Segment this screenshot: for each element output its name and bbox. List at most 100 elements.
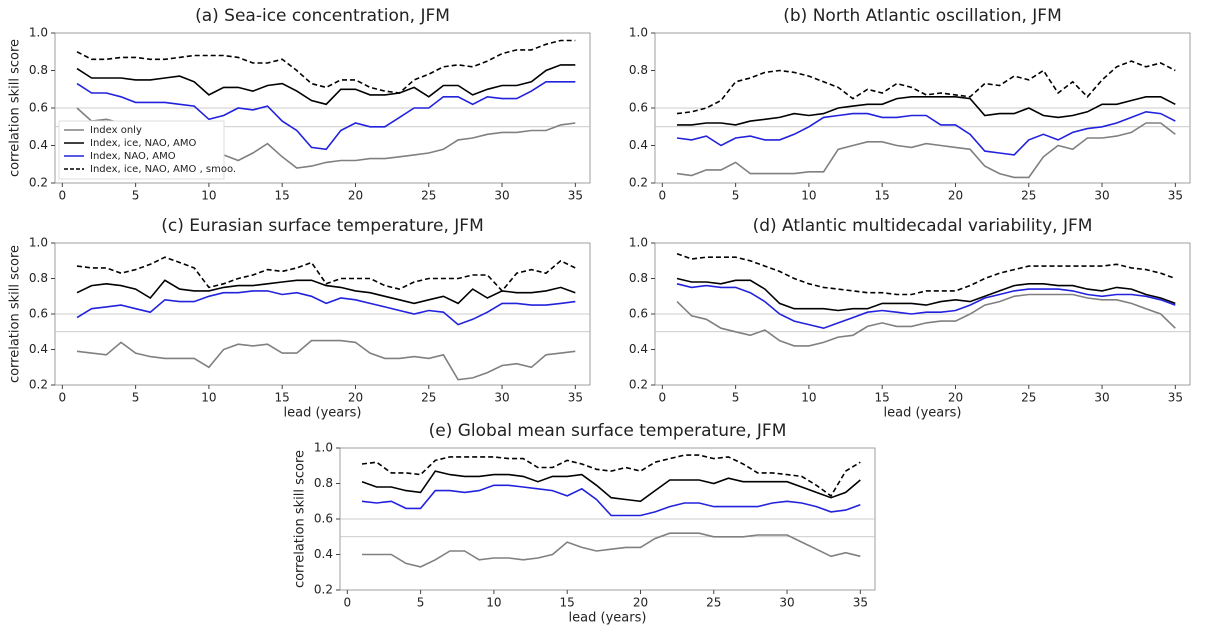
series-line [676, 110, 1176, 156]
y-axis-label: correlation skill score [293, 450, 308, 588]
x-tick-label: 15 [875, 391, 890, 405]
y-tick-label: 0.2 [629, 176, 648, 190]
series-line [76, 290, 576, 326]
x-tick-label: 35 [853, 596, 868, 610]
x-tick-label: 0 [59, 391, 67, 405]
series-line [361, 470, 861, 503]
x-tick-label: 20 [348, 189, 363, 203]
series-line [676, 277, 1176, 312]
series-line [677, 96, 1176, 126]
x-tick-label: 25 [421, 189, 436, 203]
y-tick-label: 0.6 [629, 101, 648, 115]
x-tick-label: 30 [779, 596, 794, 610]
y-tick-label: 0.2 [29, 378, 48, 392]
y-tick-label: 0.4 [629, 342, 648, 356]
y-tick-label: 0.6 [29, 101, 48, 115]
series-line [676, 252, 1176, 296]
legend-label: Index only [90, 125, 142, 136]
y-tick-label: 0.8 [629, 63, 648, 77]
y-tick-label: 0.8 [314, 476, 333, 490]
y-tick-label: 0.6 [29, 307, 48, 321]
x-tick-label: 5 [732, 189, 740, 203]
x-tick-label: 0 [344, 596, 352, 610]
x-tick-label: 35 [568, 391, 583, 405]
x-tick-label: 35 [1168, 391, 1183, 405]
x-tick-label: 30 [1094, 189, 1109, 203]
series-line [361, 454, 861, 498]
x-axis-label: lead (years) [569, 611, 647, 626]
y-tick-label: 1.0 [629, 236, 648, 250]
chart-title: (e) Global mean surface temperature, JFM [429, 421, 787, 441]
x-tick-label: 5 [132, 189, 140, 203]
x-tick-label: 20 [948, 391, 963, 405]
y-tick-label: 1.0 [314, 441, 333, 455]
y-axis-label: correlation skill score [8, 39, 23, 177]
y-tick-label: 0.2 [314, 583, 333, 597]
x-tick-label: 10 [486, 596, 501, 610]
y-tick-label: 0.8 [629, 271, 648, 285]
x-tick-label: 25 [421, 391, 436, 405]
chart-title: (c) Eurasian surface temperature, JFM [161, 216, 483, 236]
legend-label: Index, ice, NAO, AMO , smoo. [90, 164, 236, 175]
y-tick-label: 0.4 [629, 138, 648, 152]
x-tick-label: 25 [706, 596, 721, 610]
y-tick-label: 0.8 [29, 271, 48, 285]
y-tick-label: 1.0 [29, 26, 48, 40]
x-tick-label: 35 [1168, 189, 1183, 203]
series-line [76, 339, 576, 381]
x-tick-label: 0 [59, 189, 67, 203]
y-tick-label: 0.8 [29, 63, 48, 77]
x-tick-label: 25 [1021, 189, 1036, 203]
series-line [76, 64, 576, 106]
x-tick-label: 20 [948, 189, 963, 203]
y-tick-label: 0.4 [29, 138, 48, 152]
x-axis-label: lead (years) [884, 406, 962, 421]
x-axis-label: lead (years) [284, 406, 362, 421]
x-tick-label: 30 [494, 189, 509, 203]
y-axis-label: correlation skill score [8, 245, 23, 383]
legend-label: Index, ice, NAO, AMO [90, 138, 197, 149]
chart-title: (b) North Atlantic oscillation, JFM [783, 6, 1061, 26]
y-tick-label: 0.2 [629, 378, 648, 392]
y-tick-label: 0.6 [629, 307, 648, 321]
series-line [76, 81, 576, 151]
legend-label: Index, NAO, AMO [90, 151, 176, 162]
series-line [676, 293, 1176, 347]
x-tick-label: 30 [1094, 391, 1109, 405]
y-tick-label: 0.4 [29, 342, 48, 356]
y-tick-label: 0.2 [29, 176, 48, 190]
series-line [676, 122, 1176, 179]
x-tick-label: 0 [659, 189, 667, 203]
y-tick-label: 0.6 [314, 512, 333, 526]
x-tick-label: 10 [201, 391, 216, 405]
x-tick-label: 10 [201, 189, 216, 203]
y-tick-label: 1.0 [629, 26, 648, 40]
x-tick-label: 25 [1021, 391, 1036, 405]
y-tick-label: 1.0 [29, 236, 48, 250]
chart-title: (d) Atlantic multidecadal variability, J… [753, 216, 1093, 236]
x-tick-label: 5 [732, 391, 740, 405]
series-line [76, 39, 576, 94]
x-tick-label: 15 [275, 391, 290, 405]
x-tick-label: 10 [801, 391, 816, 405]
series-line [76, 256, 576, 293]
series-line [76, 279, 576, 305]
series-line [362, 532, 861, 568]
x-tick-label: 5 [417, 596, 425, 610]
legend-box [58, 120, 225, 180]
y-tick-label: 0.4 [314, 547, 333, 561]
x-tick-label: 20 [348, 391, 363, 405]
chart-title: (a) Sea-ice concentration, JFM [195, 6, 450, 26]
x-tick-label: 10 [801, 189, 816, 203]
series-line [676, 283, 1176, 330]
x-tick-label: 15 [875, 189, 890, 203]
x-tick-label: 15 [275, 189, 290, 203]
x-tick-label: 0 [659, 391, 667, 405]
series-line [361, 484, 861, 517]
x-tick-label: 15 [560, 596, 575, 610]
x-tick-label: 35 [568, 189, 583, 203]
x-tick-label: 30 [494, 391, 509, 405]
x-tick-label: 20 [633, 596, 648, 610]
x-tick-label: 5 [132, 391, 140, 405]
